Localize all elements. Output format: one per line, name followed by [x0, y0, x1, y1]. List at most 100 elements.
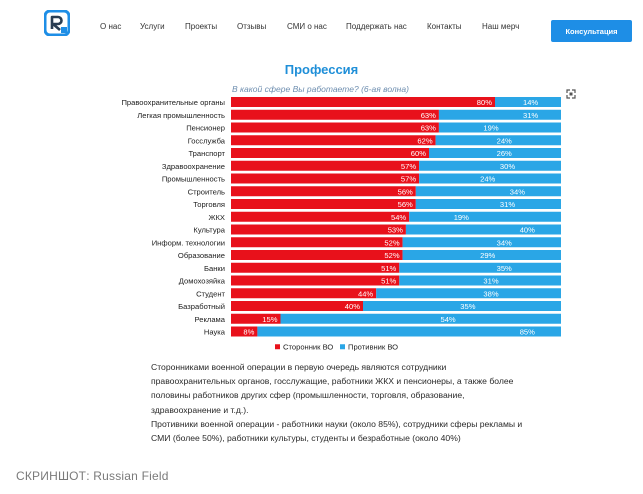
- expand-icon[interactable]: [566, 86, 576, 99]
- bar-supporter: [231, 148, 429, 158]
- nav-about[interactable]: О нас: [100, 21, 122, 31]
- data-label-supporter: 53%: [388, 226, 403, 235]
- consultation-button[interactable]: Консультация: [551, 20, 632, 42]
- bar-opponent: [409, 211, 561, 222]
- data-label-opponent: 34%: [497, 238, 512, 247]
- data-label-opponent: 30%: [500, 162, 515, 171]
- data-label-supporter: 57%: [401, 162, 416, 171]
- data-label-opponent: 31%: [483, 277, 498, 286]
- data-label-supporter: 52%: [384, 251, 399, 260]
- top-border: [0, 0, 643, 10]
- data-label-opponent: 31%: [500, 200, 515, 209]
- bar-opponent: [376, 288, 561, 299]
- data-label-opponent: 54%: [440, 315, 455, 324]
- bar-supporter: [231, 109, 439, 120]
- data-label-opponent: 24%: [497, 136, 512, 145]
- category-label: Здравоохранение: [162, 162, 225, 171]
- data-label-opponent: 85%: [520, 328, 535, 337]
- bar-supporter: [231, 135, 436, 146]
- bar-supporter: [231, 326, 258, 337]
- legend-label-supporter: Сторонник ВО: [283, 342, 333, 351]
- data-label-supporter: 40%: [345, 302, 360, 311]
- category-label: Легкая промышленность: [137, 111, 225, 120]
- category-label: Строитель: [188, 187, 225, 196]
- screenshot-credit: СКРИНШОТ: Russian Field: [16, 469, 169, 483]
- legend-swatch-opponent: [340, 344, 345, 350]
- bar-opponent: [280, 313, 561, 324]
- caption-opponents: Противники военной операции - работники …: [151, 418, 523, 444]
- data-label-supporter: 63%: [421, 111, 436, 120]
- bar-supporter: [231, 122, 439, 133]
- nav-contacts[interactable]: Контакты: [427, 21, 462, 31]
- bar-opponent: [438, 109, 561, 120]
- nav-projects[interactable]: Проекты: [185, 21, 218, 31]
- data-label-opponent: 34%: [510, 187, 525, 196]
- data-label-supporter: 57%: [401, 175, 416, 184]
- bar-opponent: [399, 262, 561, 273]
- bar-supporter: [231, 173, 420, 184]
- category-label: Правоохранительные органы: [121, 98, 225, 107]
- bar-opponent: [257, 326, 561, 337]
- nav-services[interactable]: Услуги: [140, 21, 165, 31]
- category-label: Реклама: [195, 315, 226, 324]
- nav-reviews[interactable]: Отзывы: [237, 21, 267, 31]
- bar-opponent: [429, 148, 561, 158]
- data-label-supporter: 60%: [411, 149, 426, 158]
- nav-merch[interactable]: Наш мерч: [482, 21, 520, 31]
- category-label: Культура: [193, 226, 225, 235]
- data-label-supporter: 52%: [384, 238, 399, 247]
- bar-supporter: [231, 250, 403, 260]
- site-header: О нас Услуги Проекты Отзывы СМИ о нас По…: [40, 8, 640, 44]
- bar-supporter: [231, 288, 377, 299]
- chart-subtitle: В какой сфере Вы работаете? (6-ая волна): [232, 84, 409, 94]
- data-label-supporter: 51%: [381, 277, 396, 286]
- bar-opponent: [402, 250, 561, 260]
- data-label-supporter: 63%: [421, 124, 436, 133]
- bar-opponent: [363, 301, 561, 311]
- bar-supporter: [231, 199, 416, 209]
- nav-support[interactable]: Поддержать нас: [346, 21, 407, 31]
- data-label-opponent: 19%: [483, 124, 498, 133]
- data-label-supporter: 56%: [398, 200, 413, 209]
- data-label-opponent: 31%: [523, 111, 538, 120]
- category-label: Наука: [204, 328, 226, 337]
- bar-opponent: [402, 237, 561, 248]
- category-label: Базработный: [178, 302, 225, 311]
- data-label-supporter: 62%: [417, 136, 432, 145]
- data-label-opponent: 38%: [483, 289, 498, 298]
- data-label-opponent: 35%: [497, 264, 512, 273]
- bar-supporter: [231, 186, 416, 197]
- bar-opponent: [415, 199, 561, 209]
- bar-supporter: [231, 275, 400, 286]
- bar-supporter: [231, 211, 410, 222]
- data-label-supporter: 15%: [262, 315, 277, 324]
- category-label: Торговля: [193, 200, 225, 209]
- bar-opponent: [438, 122, 561, 133]
- category-label: Промышленность: [162, 175, 225, 184]
- category-label: Банки: [204, 264, 225, 273]
- category-label: Пенсионер: [186, 124, 225, 133]
- data-label-opponent: 14%: [523, 98, 538, 107]
- category-label: ЖКХ: [208, 213, 225, 222]
- data-label-opponent: 24%: [480, 175, 495, 184]
- data-label-supporter: 8%: [243, 328, 254, 337]
- bar-opponent: [415, 186, 561, 197]
- bar-opponent: [405, 224, 561, 235]
- bar-supporter: [231, 262, 400, 273]
- chart-caption: Сторонниками военной операции в первую о…: [151, 360, 531, 445]
- category-label: Информ. технологии: [152, 238, 225, 247]
- data-label-supporter: 54%: [391, 213, 406, 222]
- rf-logo-icon[interactable]: [43, 9, 71, 37]
- data-label-supporter: 80%: [477, 98, 492, 107]
- legend-swatch-supporter: [275, 344, 280, 350]
- bar-opponent: [419, 173, 561, 184]
- nav-media[interactable]: СМИ о нас: [287, 21, 327, 31]
- data-label-opponent: 40%: [520, 226, 535, 235]
- bar-supporter: [231, 301, 363, 311]
- data-label-supporter: 51%: [381, 264, 396, 273]
- data-label-opponent: 26%: [497, 149, 512, 158]
- bar-opponent: [419, 160, 561, 171]
- category-label: Образование: [178, 251, 225, 260]
- bar-supporter: [231, 313, 281, 324]
